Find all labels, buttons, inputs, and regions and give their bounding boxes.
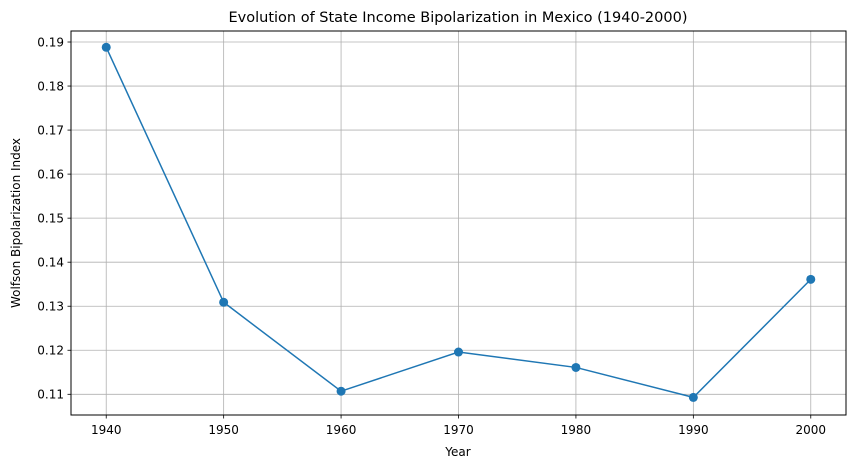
data-series (101, 42, 816, 402)
y-axis-ticks: 0.11 0.12 0.13 0.14 0.15 0.16 0.17 0.18 0.19 (37, 35, 71, 402)
x-tick-label: 1950 (208, 423, 239, 437)
y-tick-label: 0.17 (37, 123, 64, 137)
x-tick-label: 1990 (678, 423, 709, 437)
chart-title: Evolution of State Income Bipolarization… (228, 10, 687, 26)
y-tick-label: 0.12 (37, 344, 64, 358)
y-tick-label: 0.11 (37, 388, 64, 402)
y-tick-label: 0.18 (37, 79, 64, 93)
data-point (806, 274, 816, 284)
x-axis-label: Year (444, 445, 470, 459)
x-tick-label: 2000 (795, 423, 826, 437)
y-tick-label: 0.19 (37, 35, 64, 49)
x-tick-label: 1940 (91, 423, 122, 437)
data-point (571, 362, 581, 372)
data-point (336, 386, 346, 396)
x-axis-ticks: 1940 1950 1960 1970 1980 1990 2000 (91, 415, 826, 437)
data-point (688, 392, 698, 402)
y-axis-label: Wolfson Bipolarization Index (9, 138, 23, 308)
x-tick-label: 1980 (561, 423, 592, 437)
x-tick-label: 1960 (326, 423, 357, 437)
x-tick-label: 1970 (443, 423, 474, 437)
grid (71, 31, 846, 415)
data-point (219, 297, 229, 307)
data-point (454, 347, 463, 357)
y-tick-label: 0.14 (37, 255, 64, 269)
y-tick-label: 0.15 (37, 211, 64, 225)
y-tick-label: 0.13 (37, 300, 64, 314)
y-tick-label: 0.16 (37, 167, 64, 181)
data-point (101, 42, 111, 52)
plot-frame (70, 30, 847, 416)
